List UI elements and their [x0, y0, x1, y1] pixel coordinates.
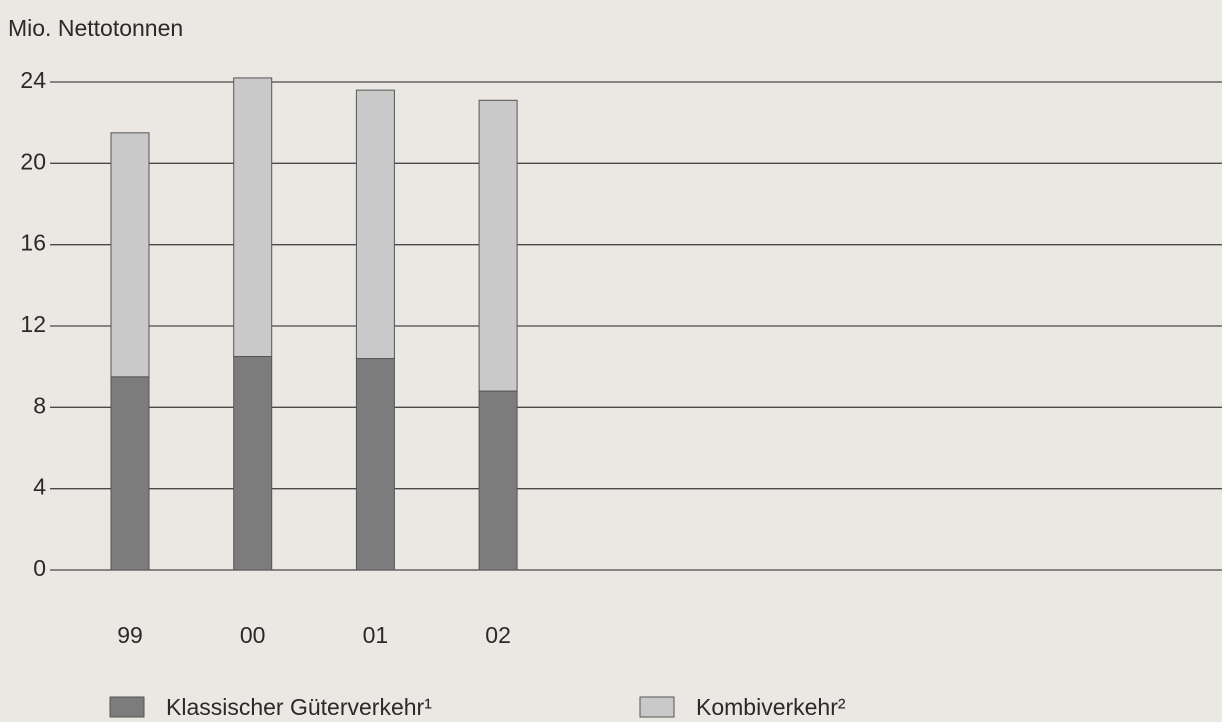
bar-segment	[478, 99, 518, 392]
y-tick-label: 16	[20, 230, 46, 256]
legend-label: Klassischer Güterverkehr¹	[166, 694, 432, 720]
y-tick-label: 12	[20, 311, 46, 337]
y-axis-label: Mio. Nettotonnen	[8, 15, 183, 41]
bar-segment	[355, 89, 395, 360]
y-tick-label: 4	[33, 474, 46, 500]
bar-segment	[110, 132, 150, 378]
bar-segment	[355, 358, 395, 571]
bar-segment	[110, 376, 150, 571]
bar-segment	[478, 390, 518, 571]
x-tick-label: 01	[363, 622, 389, 648]
x-tick-label: 00	[240, 622, 266, 648]
bar-segment	[233, 77, 273, 358]
y-tick-label: 20	[20, 148, 46, 174]
y-tick-label: 8	[33, 392, 46, 418]
y-tick-label: 24	[20, 67, 46, 93]
y-tick-label: 0	[33, 555, 46, 581]
legend-swatch	[639, 696, 675, 718]
bar-segment	[233, 356, 273, 571]
x-tick-label: 02	[485, 622, 511, 648]
legend-swatch	[109, 696, 145, 718]
x-tick-label: 99	[117, 622, 143, 648]
legend-label: Kombiverkehr²	[696, 694, 846, 720]
